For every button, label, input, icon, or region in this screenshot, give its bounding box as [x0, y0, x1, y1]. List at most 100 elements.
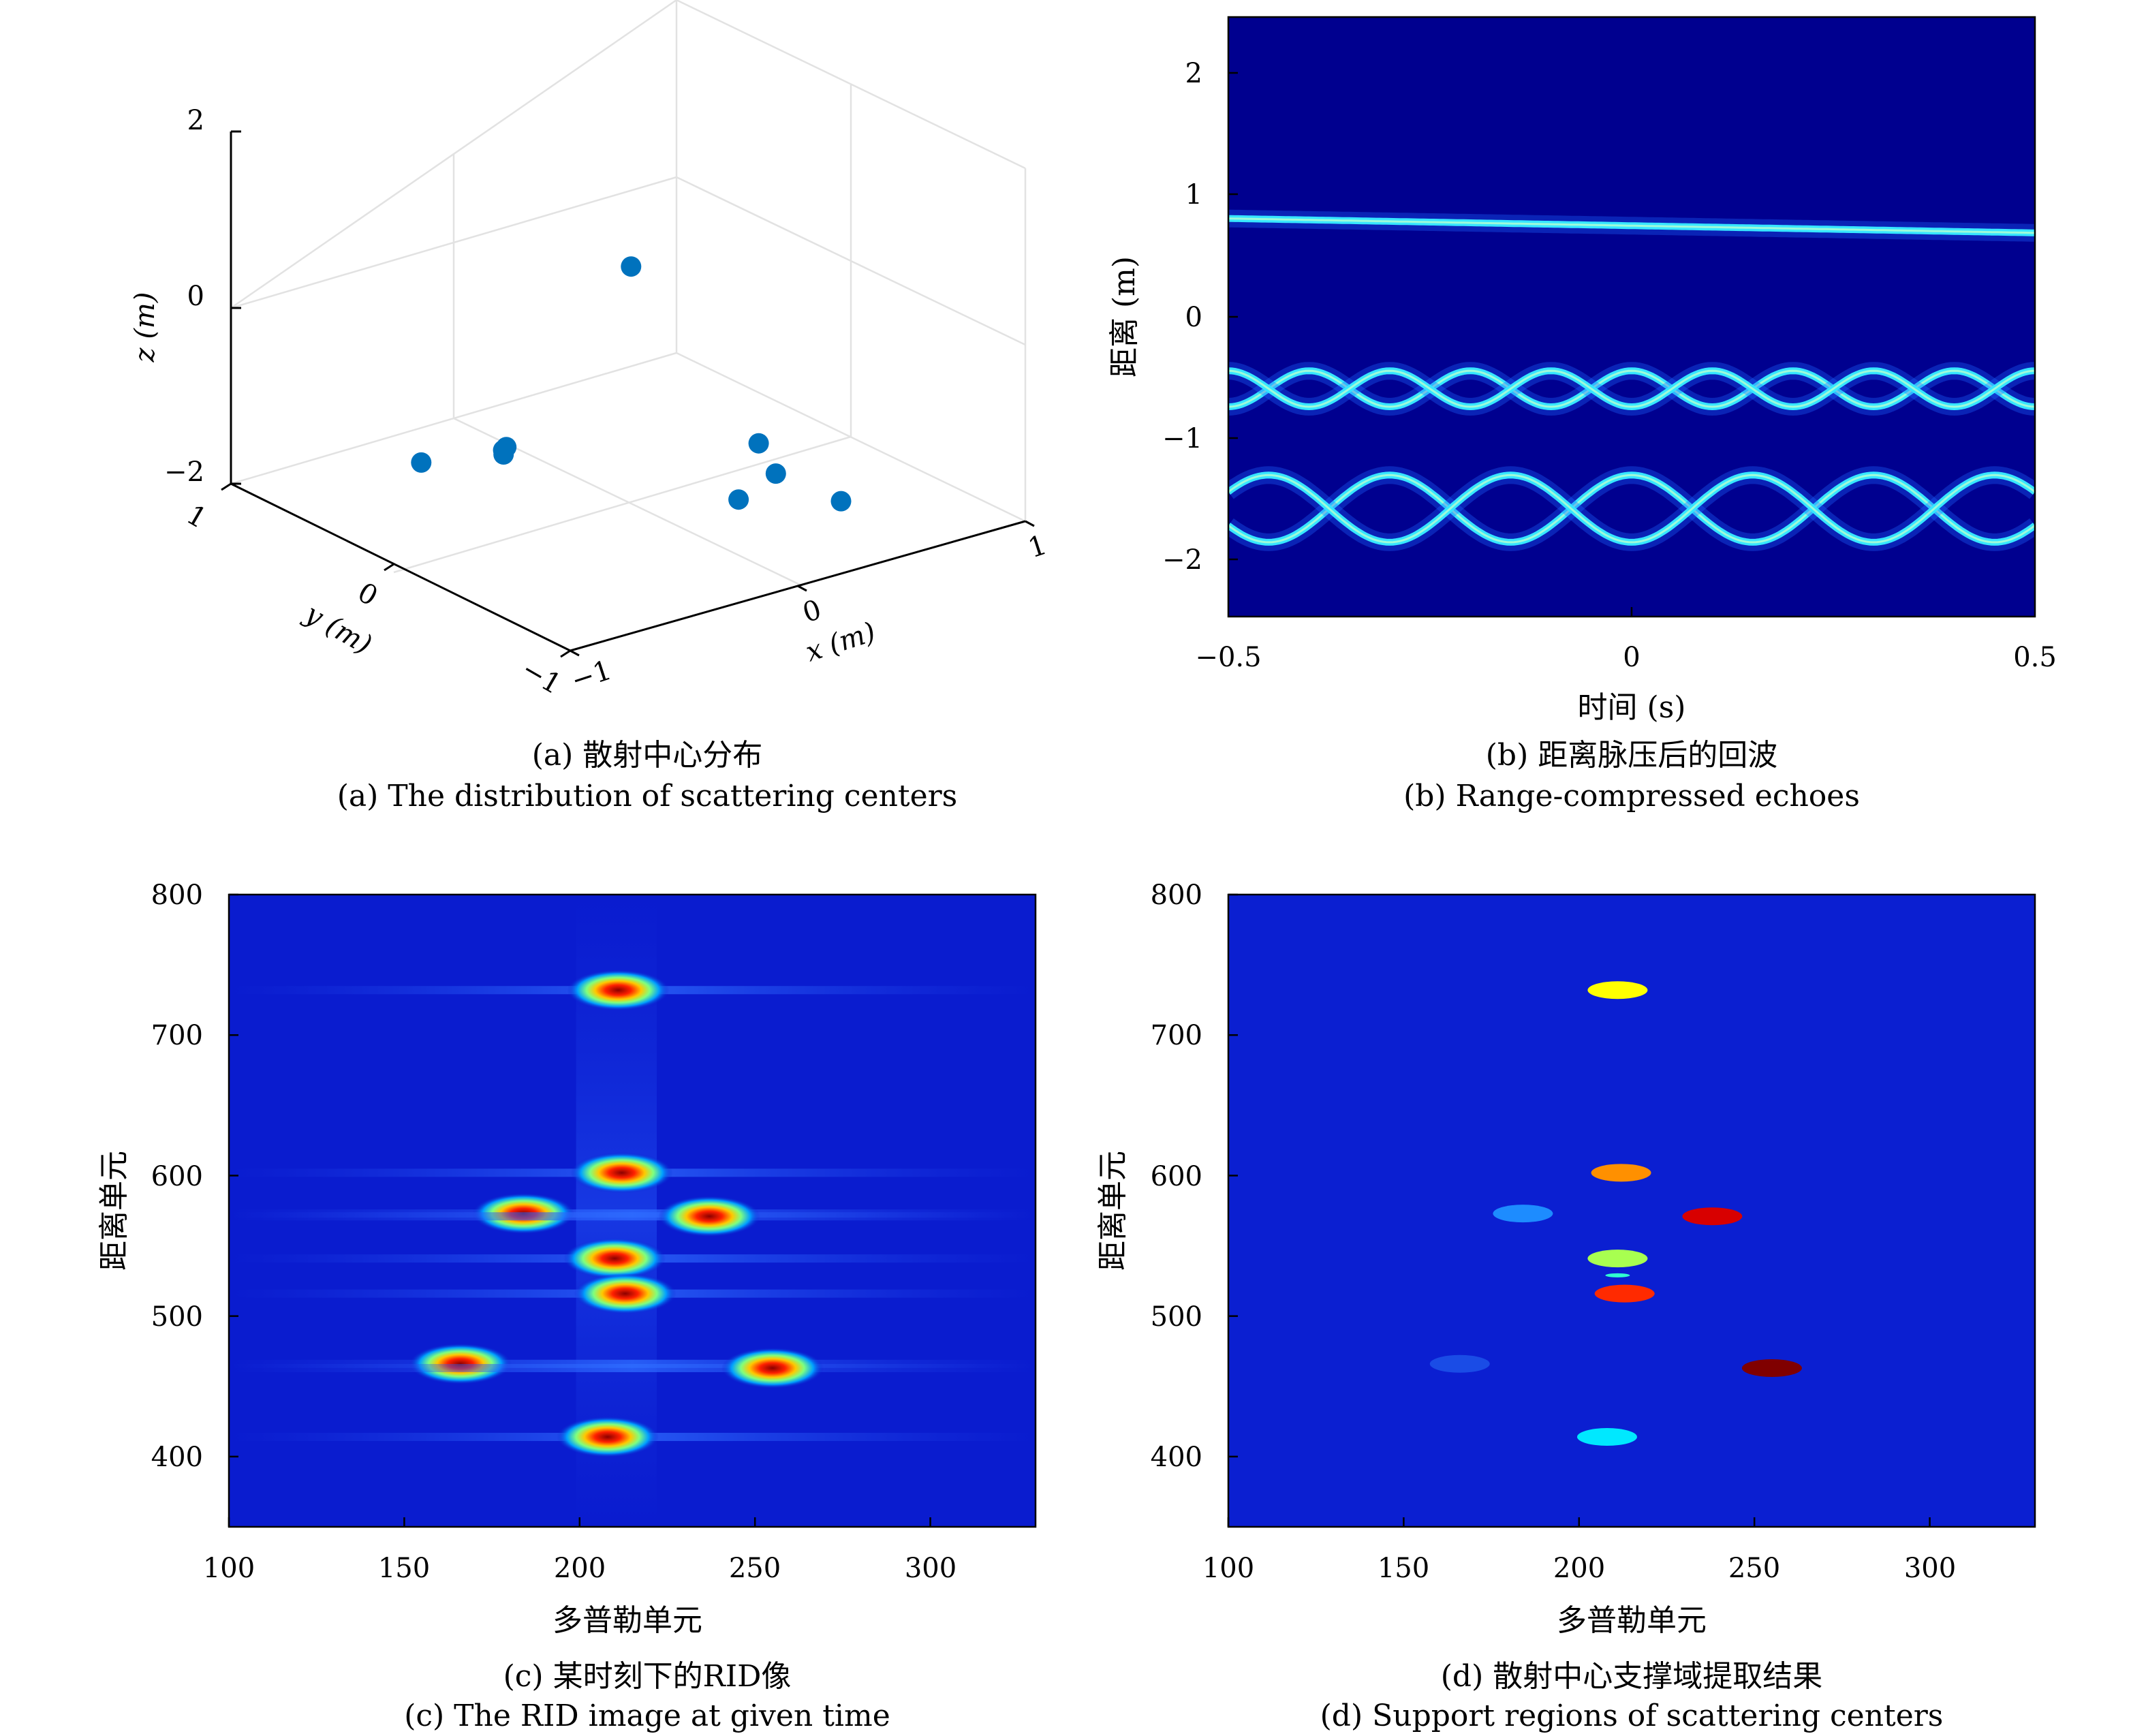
echo-trace-core: [1228, 217, 2035, 234]
heatmap-background: [1228, 895, 2035, 1527]
rid-image-plot: 800 700 600 500 400 100 150 200 250 300 …: [97, 880, 1037, 1638]
y-axis-label: 距离单元: [97, 1151, 131, 1271]
x-tick-label: 100: [203, 1553, 255, 1584]
y-tick-label: 1: [181, 499, 212, 535]
x-tick-label: 150: [378, 1553, 430, 1584]
support-region: [1591, 1164, 1651, 1182]
scatter-point: [830, 491, 852, 512]
scatter-blob: [570, 1152, 673, 1194]
axis-ticks: [1227, 893, 1931, 1527]
scatter-point: [621, 256, 642, 277]
y-tick-label: 500: [151, 1301, 203, 1333]
axes-3d: [221, 130, 1035, 658]
axis-ticks: [228, 893, 931, 1527]
y-tick-label: 0: [352, 576, 383, 613]
echo-heatmap-plot: 2 1 0 −1 −2 −0.5 0 0.5 时间 (s) 距离 (m): [1107, 16, 2057, 725]
y-tick-label: 700: [1151, 1020, 1202, 1051]
z-tick-label: −2: [164, 456, 204, 488]
caption-b-zh: (b) 距离脉压后的回波: [1485, 738, 1778, 773]
y-tick-label: −1: [516, 653, 566, 700]
scatter-blob: [409, 1343, 512, 1384]
rid-blobs: [229, 895, 1036, 1527]
x-tick-label: 0.5: [2013, 642, 2057, 673]
x-tick-label: 200: [1553, 1553, 1605, 1584]
x-tick-label: 250: [729, 1553, 781, 1584]
x-tick-label: 200: [554, 1553, 606, 1584]
support-region: [1429, 1354, 1490, 1373]
y-tick-label: 800: [1151, 880, 1202, 911]
scatter-blob: [721, 1347, 824, 1389]
y-tick-label: −1: [1162, 423, 1202, 454]
caption-d-zh: (d) 散射中心支撑域提取结果: [1440, 1659, 1823, 1694]
x-tick-label: 100: [1202, 1553, 1254, 1584]
z-axis-label: z (m): [129, 292, 161, 363]
scatter-3d-plot: 2 0 −2 1 0 −1 −1 0 1 z (m) y (m) x (m): [129, 0, 1051, 700]
x-tick-label: −1: [567, 655, 615, 697]
heatmap-background: [1228, 17, 2035, 617]
z-tick-label: 2: [187, 105, 204, 136]
x-tick-label: 1: [1025, 529, 1051, 565]
caption-b-en: (b) Range-compressed echoes: [1403, 779, 1860, 813]
scatter-point: [728, 489, 749, 510]
scatter-point: [748, 433, 769, 454]
x-tick-label: 0: [799, 594, 825, 630]
y-axis-label: 距离 (m): [1107, 256, 1142, 377]
z-tick-label: 0: [187, 281, 204, 312]
x-tick-label: 0: [1623, 642, 1640, 673]
echo-trace-core: [1228, 369, 2035, 408]
x-tick-label: 250: [1728, 1553, 1780, 1584]
scatter-blob: [563, 1238, 666, 1280]
echo-trace-core: [1228, 369, 2035, 408]
support-region: [1493, 1205, 1553, 1223]
y-tick-label: −2: [1162, 544, 1202, 576]
support-region-plot: 800 700 600 500 400 100 150 200 250 300 …: [1095, 880, 2036, 1638]
caption-c-zh: (c) 某时刻下的RID像: [503, 1659, 792, 1694]
support-region: [1741, 1359, 1802, 1377]
y-tick-label: 600: [1151, 1161, 1202, 1192]
plot-frame: [228, 893, 1037, 1528]
support-region: [1682, 1207, 1743, 1226]
y-tick-label: 500: [1151, 1301, 1202, 1333]
y-tick-label: 400: [1151, 1442, 1202, 1473]
y-tick-label: 600: [151, 1161, 203, 1192]
scatter-point: [493, 444, 514, 465]
x-axis-label: 多普勒单元: [1557, 1603, 1707, 1638]
y-tick-label: 1: [1185, 179, 1202, 211]
support-region: [1594, 1284, 1655, 1303]
x-axis-label: 多普勒单元: [553, 1603, 702, 1638]
y-axis-label: 距离单元: [1095, 1151, 1130, 1271]
echo-trace-core: [1228, 474, 2035, 544]
y-tick-label: 2: [1185, 58, 1202, 89]
caption-d-en: (d) Support regions of scattering center…: [1320, 1699, 1944, 1733]
caption-a-zh: (a) 散射中心分布: [531, 738, 763, 773]
y-tick-label: 700: [151, 1020, 203, 1051]
support-region: [1576, 1428, 1637, 1446]
scatter-point: [765, 463, 786, 484]
scatter-blob: [574, 1273, 677, 1314]
caption-c-en: (c) The RID image at given time: [404, 1699, 890, 1733]
echo-traces: [1228, 209, 2035, 551]
range-sidelobe-streak: [229, 1363, 1036, 1372]
support-regions: [1429, 981, 1802, 1446]
scatter-blob: [658, 1196, 761, 1237]
scatter-point: [411, 452, 432, 473]
scatter-points: [411, 256, 852, 512]
box-grid: [230, 0, 1027, 587]
x-tick-label: 300: [905, 1553, 957, 1584]
y-tick-label: 800: [151, 880, 203, 911]
support-region: [1605, 1273, 1630, 1277]
caption-a-en: (a) The distribution of scattering cente…: [337, 779, 958, 813]
scatter-blob: [567, 970, 670, 1011]
support-region: [1587, 1250, 1648, 1268]
scatter-blob: [556, 1416, 659, 1458]
echo-trace-core: [1228, 474, 2035, 544]
x-axis-label: 时间 (s): [1578, 690, 1686, 725]
y-tick-label: 400: [151, 1442, 203, 1473]
y-tick-label: 0: [1185, 302, 1202, 333]
support-region: [1587, 981, 1648, 999]
x-tick-label: 300: [1904, 1553, 1956, 1584]
range-sidelobe-streak: [229, 1212, 1036, 1221]
x-tick-label: 150: [1378, 1553, 1429, 1584]
x-tick-label: −0.5: [1195, 642, 1261, 673]
